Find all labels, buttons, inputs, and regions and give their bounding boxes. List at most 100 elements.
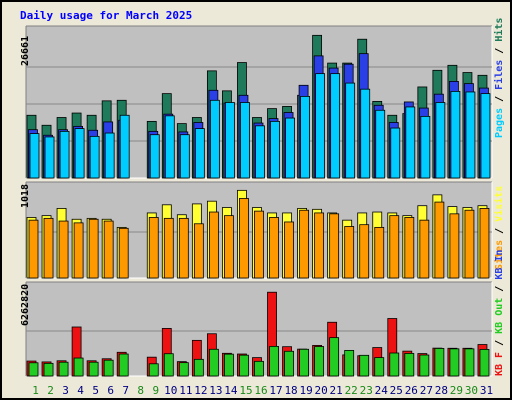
bar-bot-kb-out-6 bbox=[103, 359, 114, 377]
bar-mid-sites-19 bbox=[299, 209, 309, 279]
bar-bot-kb-out-16 bbox=[254, 360, 264, 377]
bar-mid-sites-28 bbox=[434, 201, 445, 279]
day-label-18: 18 bbox=[284, 384, 298, 397]
bar-bot-kb-out-19 bbox=[299, 348, 309, 377]
legend-visits: Visits bbox=[494, 185, 505, 222]
bar-bot-kb-out-3 bbox=[58, 361, 69, 377]
bar-top-pages-23 bbox=[360, 88, 371, 179]
bar-mid-sites-10 bbox=[163, 217, 174, 279]
bar-top-pages-18 bbox=[285, 117, 295, 179]
bar-top-pages-15 bbox=[240, 102, 250, 179]
bar-bot-kb-out-24 bbox=[374, 357, 385, 377]
bar-mid-sites-31 bbox=[479, 208, 490, 279]
bar-top-pages-14 bbox=[225, 102, 235, 179]
bar-top-pages-13 bbox=[209, 99, 220, 179]
bar-mid-sites-25 bbox=[389, 215, 400, 279]
bar-bot-kb-out-23 bbox=[359, 354, 370, 377]
bar-top-pages-29 bbox=[450, 91, 461, 179]
legend-hits: Hits bbox=[494, 17, 505, 42]
legend-sep-3: / bbox=[494, 221, 505, 240]
bar-mid-sites-22 bbox=[344, 226, 355, 279]
bar-mid-sites-30 bbox=[464, 209, 475, 279]
bar-top-pages-22 bbox=[345, 82, 356, 179]
bar-mid-sites-26 bbox=[404, 217, 415, 279]
day-label-26: 26 bbox=[404, 384, 418, 397]
day-label-25: 25 bbox=[389, 384, 403, 397]
legend-kbf: KB F bbox=[494, 351, 505, 376]
day-label-4: 4 bbox=[77, 384, 84, 397]
bar-top-pages-17 bbox=[270, 120, 280, 179]
bar-bot-kb-out-25 bbox=[389, 352, 400, 377]
bar-mid-sites-4 bbox=[73, 222, 84, 279]
day-label-12: 12 bbox=[194, 384, 208, 397]
bar-mid-sites-17 bbox=[269, 217, 279, 279]
bar-top-pages-4 bbox=[74, 128, 85, 179]
day-label-15: 15 bbox=[239, 384, 253, 397]
day-label-27: 27 bbox=[419, 384, 433, 397]
day-label-6: 6 bbox=[107, 384, 114, 397]
day-label-24: 24 bbox=[374, 384, 388, 397]
bar-top-pages-24 bbox=[375, 109, 386, 179]
bar-top-pages-5 bbox=[89, 135, 100, 179]
day-label-21: 21 bbox=[329, 384, 343, 397]
bar-mid-sites-14 bbox=[224, 215, 234, 279]
legend-pages: Pages bbox=[494, 107, 505, 138]
bar-bot-kb-out-26 bbox=[404, 353, 415, 377]
bar-bot-kb-out-17 bbox=[269, 345, 279, 377]
day-label-19: 19 bbox=[299, 384, 313, 397]
bar-top-pages-2 bbox=[44, 136, 55, 179]
bar-bot-kb-out-14 bbox=[224, 353, 234, 377]
bar-bot-kb-out-31 bbox=[479, 349, 490, 377]
bar-bot-kb-out-2 bbox=[43, 362, 54, 377]
day-label-13: 13 bbox=[209, 384, 223, 397]
bar-top-pages-16 bbox=[255, 125, 265, 179]
day-label-1: 1 bbox=[32, 384, 39, 397]
legend-sep-2: / bbox=[494, 41, 505, 60]
bar-bot-kb-out-11 bbox=[178, 362, 189, 377]
bar-bot-kb-out-28 bbox=[434, 348, 445, 377]
bar-top-pages-20 bbox=[315, 73, 326, 179]
bar-mid-sites-27 bbox=[419, 219, 430, 279]
bar-bot-kb-out-5 bbox=[88, 361, 99, 377]
bar-bot-kb-out-21 bbox=[329, 337, 340, 377]
bar-top-pages-10 bbox=[164, 115, 175, 179]
legend-top: Pages / Files / Hits bbox=[494, 18, 505, 138]
bar-bot-kb-out-22 bbox=[344, 350, 355, 377]
legend-sep-1: / bbox=[494, 89, 505, 108]
bar-top-pages-1 bbox=[29, 133, 40, 179]
bar-mid-sites-24 bbox=[374, 226, 385, 279]
bar-top-pages-7 bbox=[119, 114, 130, 179]
bar-top-pages-31 bbox=[480, 93, 491, 179]
bar-mid-sites-20 bbox=[314, 212, 325, 279]
bar-mid-sites-13 bbox=[208, 211, 219, 279]
day-label-10: 10 bbox=[164, 384, 178, 397]
bar-mid-sites-5 bbox=[88, 218, 99, 279]
legend-sep-5: / bbox=[494, 279, 505, 298]
day-label-14: 14 bbox=[224, 384, 238, 397]
day-label-9: 9 bbox=[152, 384, 160, 397]
bar-mid-sites-21 bbox=[329, 213, 340, 279]
bar-bot-kb-out-13 bbox=[208, 348, 219, 377]
day-label-28: 28 bbox=[434, 384, 448, 397]
middle-ymax-label: 1018 bbox=[20, 183, 31, 208]
bar-top-pages-11 bbox=[179, 134, 190, 179]
legend-kbin: KB In bbox=[494, 249, 505, 280]
bar-mid-sites-23 bbox=[359, 224, 370, 279]
bar-bot-kb-out-9 bbox=[148, 363, 159, 377]
day-label-16: 16 bbox=[254, 384, 268, 397]
bar-bot-kb-out-1 bbox=[28, 362, 39, 377]
day-label-2: 2 bbox=[47, 384, 54, 397]
bar-top-pages-30 bbox=[465, 91, 476, 179]
day-label-30: 30 bbox=[464, 384, 479, 397]
day-label-23: 23 bbox=[359, 384, 373, 397]
day-label-7: 7 bbox=[122, 384, 130, 397]
bar-mid-sites-16 bbox=[254, 210, 264, 279]
day-label-11: 11 bbox=[179, 384, 193, 397]
bottom-ymax-label: 6262820 bbox=[20, 283, 31, 326]
bar-bot-kb-out-7 bbox=[118, 353, 129, 377]
bar-mid-sites-7 bbox=[118, 227, 129, 279]
bar-bot-kb-out-30 bbox=[464, 348, 475, 377]
bar-bot-kb-out-15 bbox=[239, 354, 249, 377]
bar-top-pages-9 bbox=[149, 134, 160, 179]
